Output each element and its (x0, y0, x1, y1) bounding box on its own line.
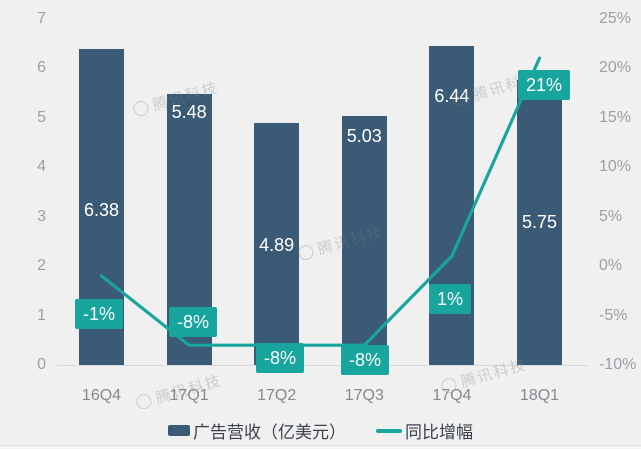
tencent-tech-logo-icon (439, 376, 459, 395)
y2-axis-tick-label: 10% (599, 158, 632, 175)
bar-value-label: 6.38 (83, 200, 120, 220)
growth-point-label: 21% (517, 70, 571, 100)
y-axis-tick-label: 7 (37, 9, 46, 27)
x-axis-label: 17Q4 (432, 387, 472, 404)
y-axis-tick-label: 1 (37, 306, 46, 324)
legend: 广告营收（亿美元） 同比增幅 (0, 418, 641, 443)
y2-axis-tick-label: -10% (599, 356, 637, 373)
x-axis-label: 16Q4 (81, 387, 122, 404)
y-axis-tick-label: 5 (37, 108, 46, 126)
y2-axis-tick-label: 20% (599, 59, 632, 76)
bar-value-label: 5.03 (346, 126, 382, 146)
tencent-tech-logo-icon (296, 243, 316, 262)
y-axis-tick-label: 0 (37, 356, 46, 373)
growth-point-label: 1% (428, 284, 472, 314)
x-axis-label: 18Q1 (519, 387, 560, 404)
growth-point-label: -8% (340, 345, 390, 375)
line-series-swatch-icon (376, 428, 402, 433)
x-axis-label: 17Q2 (257, 387, 297, 404)
y-axis-tick-label: 4 (37, 158, 46, 175)
legend-item-ad-revenue: 广告营收（亿美元） (168, 418, 346, 443)
legend-item-yoy-growth: 同比增幅 (376, 418, 473, 443)
x-axis-line (57, 365, 588, 366)
y2-axis-tick-label: -5% (599, 306, 628, 324)
tencent-tech-logo-icon (134, 392, 154, 411)
legend-label-ad-revenue: 广告营收（亿美元） (193, 423, 346, 442)
bottom-separator (0, 445, 641, 446)
y-axis-tick-label: 2 (37, 257, 46, 274)
y2-axis-tick-label: 0% (599, 257, 623, 274)
y-axis-tick-label: 6 (37, 59, 46, 76)
legend-label-yoy-growth: 同比增幅 (405, 423, 473, 442)
x-axis-label: 17Q1 (169, 387, 209, 404)
growth-point-label: -8% (168, 307, 218, 337)
bar-value-label: 5.75 (521, 212, 558, 232)
y-axis-tick-label: 3 (37, 207, 46, 225)
growth-point-label: -1% (74, 299, 124, 329)
y2-axis-tick-label: 5% (599, 207, 623, 225)
bottom-strip (0, 446, 641, 449)
tencent-tech-logo-icon (131, 99, 151, 118)
growth-point-label: -8% (255, 343, 305, 373)
tencent-tech-logo-icon (451, 89, 471, 108)
bar-series-swatch-icon (168, 425, 190, 436)
y2-axis-tick-label: 15% (599, 108, 632, 126)
watermark: 腾讯科技 (134, 369, 224, 413)
y2-axis-tick-label: 25% (599, 9, 632, 27)
x-axis-label: 17Q3 (344, 387, 384, 404)
